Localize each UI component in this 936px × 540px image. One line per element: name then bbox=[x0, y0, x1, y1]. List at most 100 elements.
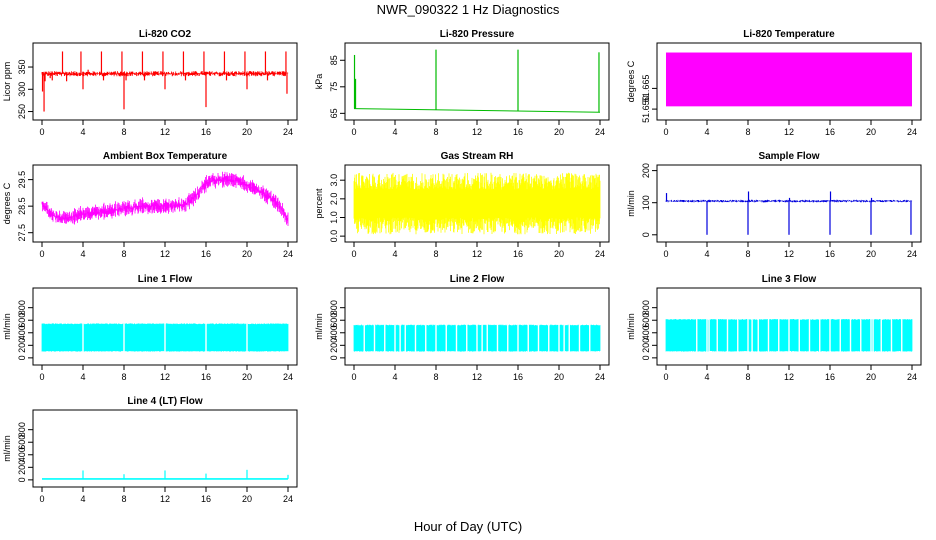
chart-panel-2: Li-820 Pressure kPa 0 4 8 12 16 20 24 65 75 85 bbox=[314, 29, 610, 137]
y-axis-label: percent bbox=[314, 188, 324, 219]
y-tick-label: 51.665 bbox=[641, 75, 651, 103]
x-tick-label: 16 bbox=[513, 372, 523, 382]
chart-panel-4: Ambient Box Temperature degrees C 0 4 8 12 16 2… bbox=[2, 151, 298, 259]
x-tick-label: 8 bbox=[745, 249, 750, 259]
x-tick-label: 4 bbox=[80, 127, 85, 137]
x-tick-label: 8 bbox=[433, 127, 438, 137]
x-tick-label: 12 bbox=[784, 127, 794, 137]
x-tick-label: 12 bbox=[784, 372, 794, 382]
x-tick-label: 4 bbox=[80, 249, 85, 259]
x-tick-label: 4 bbox=[392, 127, 397, 137]
y-tick-label: 800 bbox=[329, 300, 339, 315]
x-tick-label: 8 bbox=[433, 249, 438, 259]
y-tick-label: 29.5 bbox=[17, 171, 27, 189]
y-tick-label: 250 bbox=[17, 104, 27, 119]
x-tick-label: 0 bbox=[39, 372, 44, 382]
panel-title: Li-820 CO2 bbox=[139, 29, 192, 40]
spike-group bbox=[665, 191, 912, 235]
x-tick-label: 12 bbox=[472, 127, 482, 137]
x-tick-label: 0 bbox=[663, 127, 668, 137]
y-tick-label: 51.650 bbox=[641, 95, 651, 123]
x-tick-label: 0 bbox=[351, 127, 356, 137]
x-axis: 0 4 8 12 16 20 24 bbox=[351, 120, 605, 137]
temperature-fill bbox=[666, 52, 912, 107]
x-axis: 0 4 8 12 16 20 24 bbox=[39, 365, 293, 382]
y-axis-label: Licor ppm bbox=[2, 62, 12, 102]
chart-panel-5: Gas Stream RH percent 0 4 8 12 16 20 24 0.0 1.0 2.0… bbox=[314, 151, 610, 259]
x-tick-label: 20 bbox=[242, 372, 252, 382]
panel-title: Line 3 Flow bbox=[762, 274, 817, 285]
x-tick-label: 4 bbox=[80, 372, 85, 382]
x-tick-label: 24 bbox=[595, 249, 605, 259]
y-tick-label: 300 bbox=[17, 82, 27, 97]
panel-title: Ambient Box Temperature bbox=[103, 151, 228, 162]
y-tick-label: 3.0 bbox=[329, 174, 339, 187]
pressure-trend-line bbox=[353, 108, 601, 113]
series-data bbox=[353, 108, 601, 113]
y-axis: 27.5 28.5 29.5 bbox=[17, 171, 33, 241]
y-tick-label: 65 bbox=[329, 108, 339, 118]
x-axis: 0 4 8 12 16 20 24 bbox=[39, 120, 293, 137]
x-axis: 0 4 8 12 16 20 24 bbox=[39, 242, 293, 259]
x-tick-label: 24 bbox=[907, 249, 917, 259]
x-axis: 0 4 8 12 16 20 24 bbox=[351, 365, 605, 382]
y-axis: 0 100 200 bbox=[641, 163, 657, 237]
chart-panel-8: Line 2 Flow ml/min 0 4 8 12 16 20 24 0 20040060080… bbox=[314, 274, 610, 382]
x-tick-label: 16 bbox=[201, 494, 211, 504]
y-tick-label: 28.5 bbox=[17, 197, 27, 215]
x-tick-label: 12 bbox=[472, 249, 482, 259]
y-tick-label: 800 bbox=[641, 300, 651, 315]
x-tick-label: 4 bbox=[80, 494, 85, 504]
y-tick-label: 800 bbox=[17, 300, 27, 315]
figure-xlabel: Hour of Day (UTC) bbox=[414, 519, 522, 534]
y-axis-label: ml/min bbox=[314, 313, 324, 340]
plot-frame bbox=[344, 42, 610, 121]
x-tick-label: 12 bbox=[160, 127, 170, 137]
y-tick-label: 0 bbox=[17, 477, 27, 482]
x-tick-label: 8 bbox=[121, 127, 126, 137]
x-tick-label: 16 bbox=[825, 372, 835, 382]
y-tick-label: 1.0 bbox=[329, 211, 339, 224]
y-tick-label: 600 bbox=[641, 313, 651, 328]
y-tick-label: 400 bbox=[641, 325, 651, 340]
spike-group bbox=[82, 469, 289, 479]
panel-title: Li-820 Temperature bbox=[743, 29, 835, 40]
panel-title: Line 2 Flow bbox=[450, 274, 505, 285]
series-data bbox=[41, 321, 289, 354]
y-tick-label: 200 bbox=[17, 338, 27, 353]
y-tick-label: 600 bbox=[17, 435, 27, 450]
x-axis: 0 4 8 12 16 20 24 bbox=[351, 242, 605, 259]
x-tick-label: 24 bbox=[283, 372, 293, 382]
chart-panel-3: Li-820 Temperature degrees C 0 4 8 12 16 20 24 51… bbox=[626, 29, 922, 137]
x-tick-label: 8 bbox=[745, 372, 750, 382]
x-tick-label: 12 bbox=[160, 249, 170, 259]
x-tick-label: 8 bbox=[745, 127, 750, 137]
series-data bbox=[666, 52, 912, 107]
x-tick-label: 20 bbox=[554, 249, 564, 259]
y-tick-label: 600 bbox=[17, 313, 27, 328]
chart-panel-7: Line 1 Flow ml/min 0 4 8 12 16 20 24 0 20040060080… bbox=[2, 274, 298, 382]
y-axis-label: degrees C bbox=[626, 60, 636, 102]
x-tick-label: 16 bbox=[825, 127, 835, 137]
x-tick-label: 12 bbox=[160, 372, 170, 382]
y-tick-label: 100 bbox=[641, 195, 651, 210]
x-tick-label: 20 bbox=[242, 127, 252, 137]
y-axis: 65 75 85 bbox=[329, 55, 345, 118]
x-tick-label: 24 bbox=[283, 494, 293, 504]
y-axis-label: degrees C bbox=[2, 182, 12, 224]
x-tick-label: 0 bbox=[39, 127, 44, 137]
y-axis-label: ml/min bbox=[626, 313, 636, 340]
series-data bbox=[665, 316, 913, 354]
spike-group bbox=[353, 49, 600, 113]
x-tick-label: 4 bbox=[392, 249, 397, 259]
y-axis: 250 300 350 bbox=[17, 60, 33, 119]
x-axis: 0 4 8 12 16 20 24 bbox=[663, 365, 917, 382]
y-tick-label: 350 bbox=[17, 60, 27, 75]
panel-title: Line 4 (LT) Flow bbox=[127, 396, 203, 407]
x-tick-label: 24 bbox=[283, 127, 293, 137]
x-tick-label: 16 bbox=[201, 249, 211, 259]
